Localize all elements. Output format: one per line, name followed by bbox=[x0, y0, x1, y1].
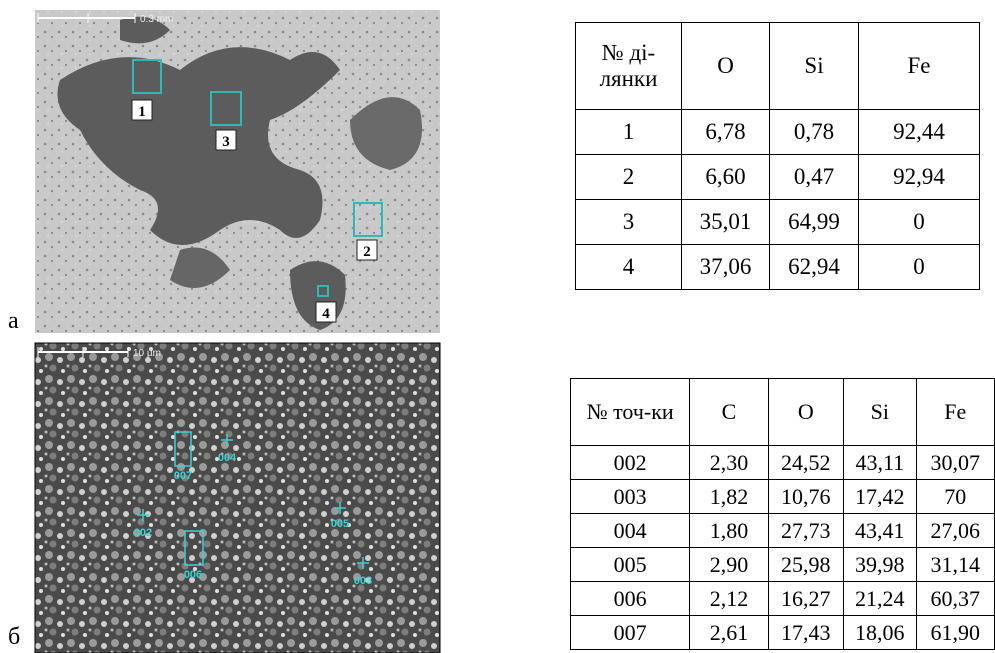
figure-label: б bbox=[8, 624, 20, 651]
cell: 61,90 bbox=[916, 616, 994, 650]
cell: 3 bbox=[576, 200, 682, 245]
scale-label: 0.3 mm bbox=[140, 14, 173, 25]
point-label: 003 bbox=[354, 575, 372, 587]
cell: № точ-ки bbox=[571, 379, 690, 446]
cell: 92,94 bbox=[859, 155, 980, 200]
cell: 005 bbox=[571, 548, 690, 582]
point-label: 004 bbox=[218, 452, 237, 464]
cell: 1,80 bbox=[690, 514, 768, 548]
cell: № ді-лянки bbox=[576, 23, 682, 110]
micrograph-a: 0.3 mm bbox=[35, 10, 440, 333]
region-label: 3 bbox=[222, 134, 230, 150]
cell: 2 bbox=[576, 155, 682, 200]
cell: 70 bbox=[916, 480, 994, 514]
cell: 92,44 bbox=[859, 110, 980, 155]
cell: 2,90 bbox=[690, 548, 768, 582]
cell: 43,41 bbox=[844, 514, 917, 548]
cell: 25,98 bbox=[768, 548, 843, 582]
region-label: 1 bbox=[138, 104, 146, 120]
cell: 2,61 bbox=[690, 616, 768, 650]
cell: 43,11 bbox=[844, 446, 917, 480]
micrograph-b: 10 µm bbox=[35, 343, 440, 653]
cell: Si bbox=[844, 379, 917, 446]
cell: 60,37 bbox=[916, 582, 994, 616]
cell: 0 bbox=[859, 200, 980, 245]
cell: 24,52 bbox=[768, 446, 843, 480]
region-label: 2 bbox=[363, 244, 371, 260]
cell: 27,06 bbox=[916, 514, 994, 548]
page: 0.3 mm 10 µm 1234002003004005006007 а б … bbox=[0, 0, 995, 653]
cell: 10,76 bbox=[768, 480, 843, 514]
cell: 6,78 bbox=[682, 110, 770, 155]
point-label: 005 bbox=[331, 518, 349, 530]
point-label: 002 bbox=[134, 527, 152, 539]
cell: 003 bbox=[571, 480, 690, 514]
cell: 2,12 bbox=[690, 582, 768, 616]
cell: 0 bbox=[859, 245, 980, 290]
cell: O bbox=[682, 23, 770, 110]
cell: Fe bbox=[859, 23, 980, 110]
cell: 31,14 bbox=[916, 548, 994, 582]
cell: 17,42 bbox=[844, 480, 917, 514]
cell: 004 bbox=[571, 514, 690, 548]
cell: 39,98 bbox=[844, 548, 917, 582]
cell: 007 bbox=[571, 616, 690, 650]
cell: 21,24 bbox=[844, 582, 917, 616]
scale-label: 10 µm bbox=[133, 348, 161, 359]
cell: 64,99 bbox=[770, 200, 859, 245]
cell: 0,78 bbox=[770, 110, 859, 155]
cell: 2,30 bbox=[690, 446, 768, 480]
cell: O bbox=[768, 379, 843, 446]
cell: 16,27 bbox=[768, 582, 843, 616]
cell: 27,73 bbox=[768, 514, 843, 548]
cell: 37,06 bbox=[682, 245, 770, 290]
cell: 0,47 bbox=[770, 155, 859, 200]
cell: 4 bbox=[576, 245, 682, 290]
point-label: 006 bbox=[184, 569, 202, 581]
cell: 17,43 bbox=[768, 616, 843, 650]
cell: 18,06 bbox=[844, 616, 917, 650]
cell: 62,94 bbox=[770, 245, 859, 290]
region-label: 4 bbox=[322, 306, 330, 322]
figure-label: а bbox=[8, 308, 19, 335]
cell: 6,60 bbox=[682, 155, 770, 200]
cell: 1 bbox=[576, 110, 682, 155]
cell: C bbox=[690, 379, 768, 446]
point-label: 007 bbox=[174, 470, 192, 482]
cell: 35,01 bbox=[682, 200, 770, 245]
cell: 30,07 bbox=[916, 446, 994, 480]
cell: 006 bbox=[571, 582, 690, 616]
cell: 1,82 bbox=[690, 480, 768, 514]
cell: Si bbox=[770, 23, 859, 110]
cell: 002 bbox=[571, 446, 690, 480]
cell: Fe bbox=[916, 379, 994, 446]
